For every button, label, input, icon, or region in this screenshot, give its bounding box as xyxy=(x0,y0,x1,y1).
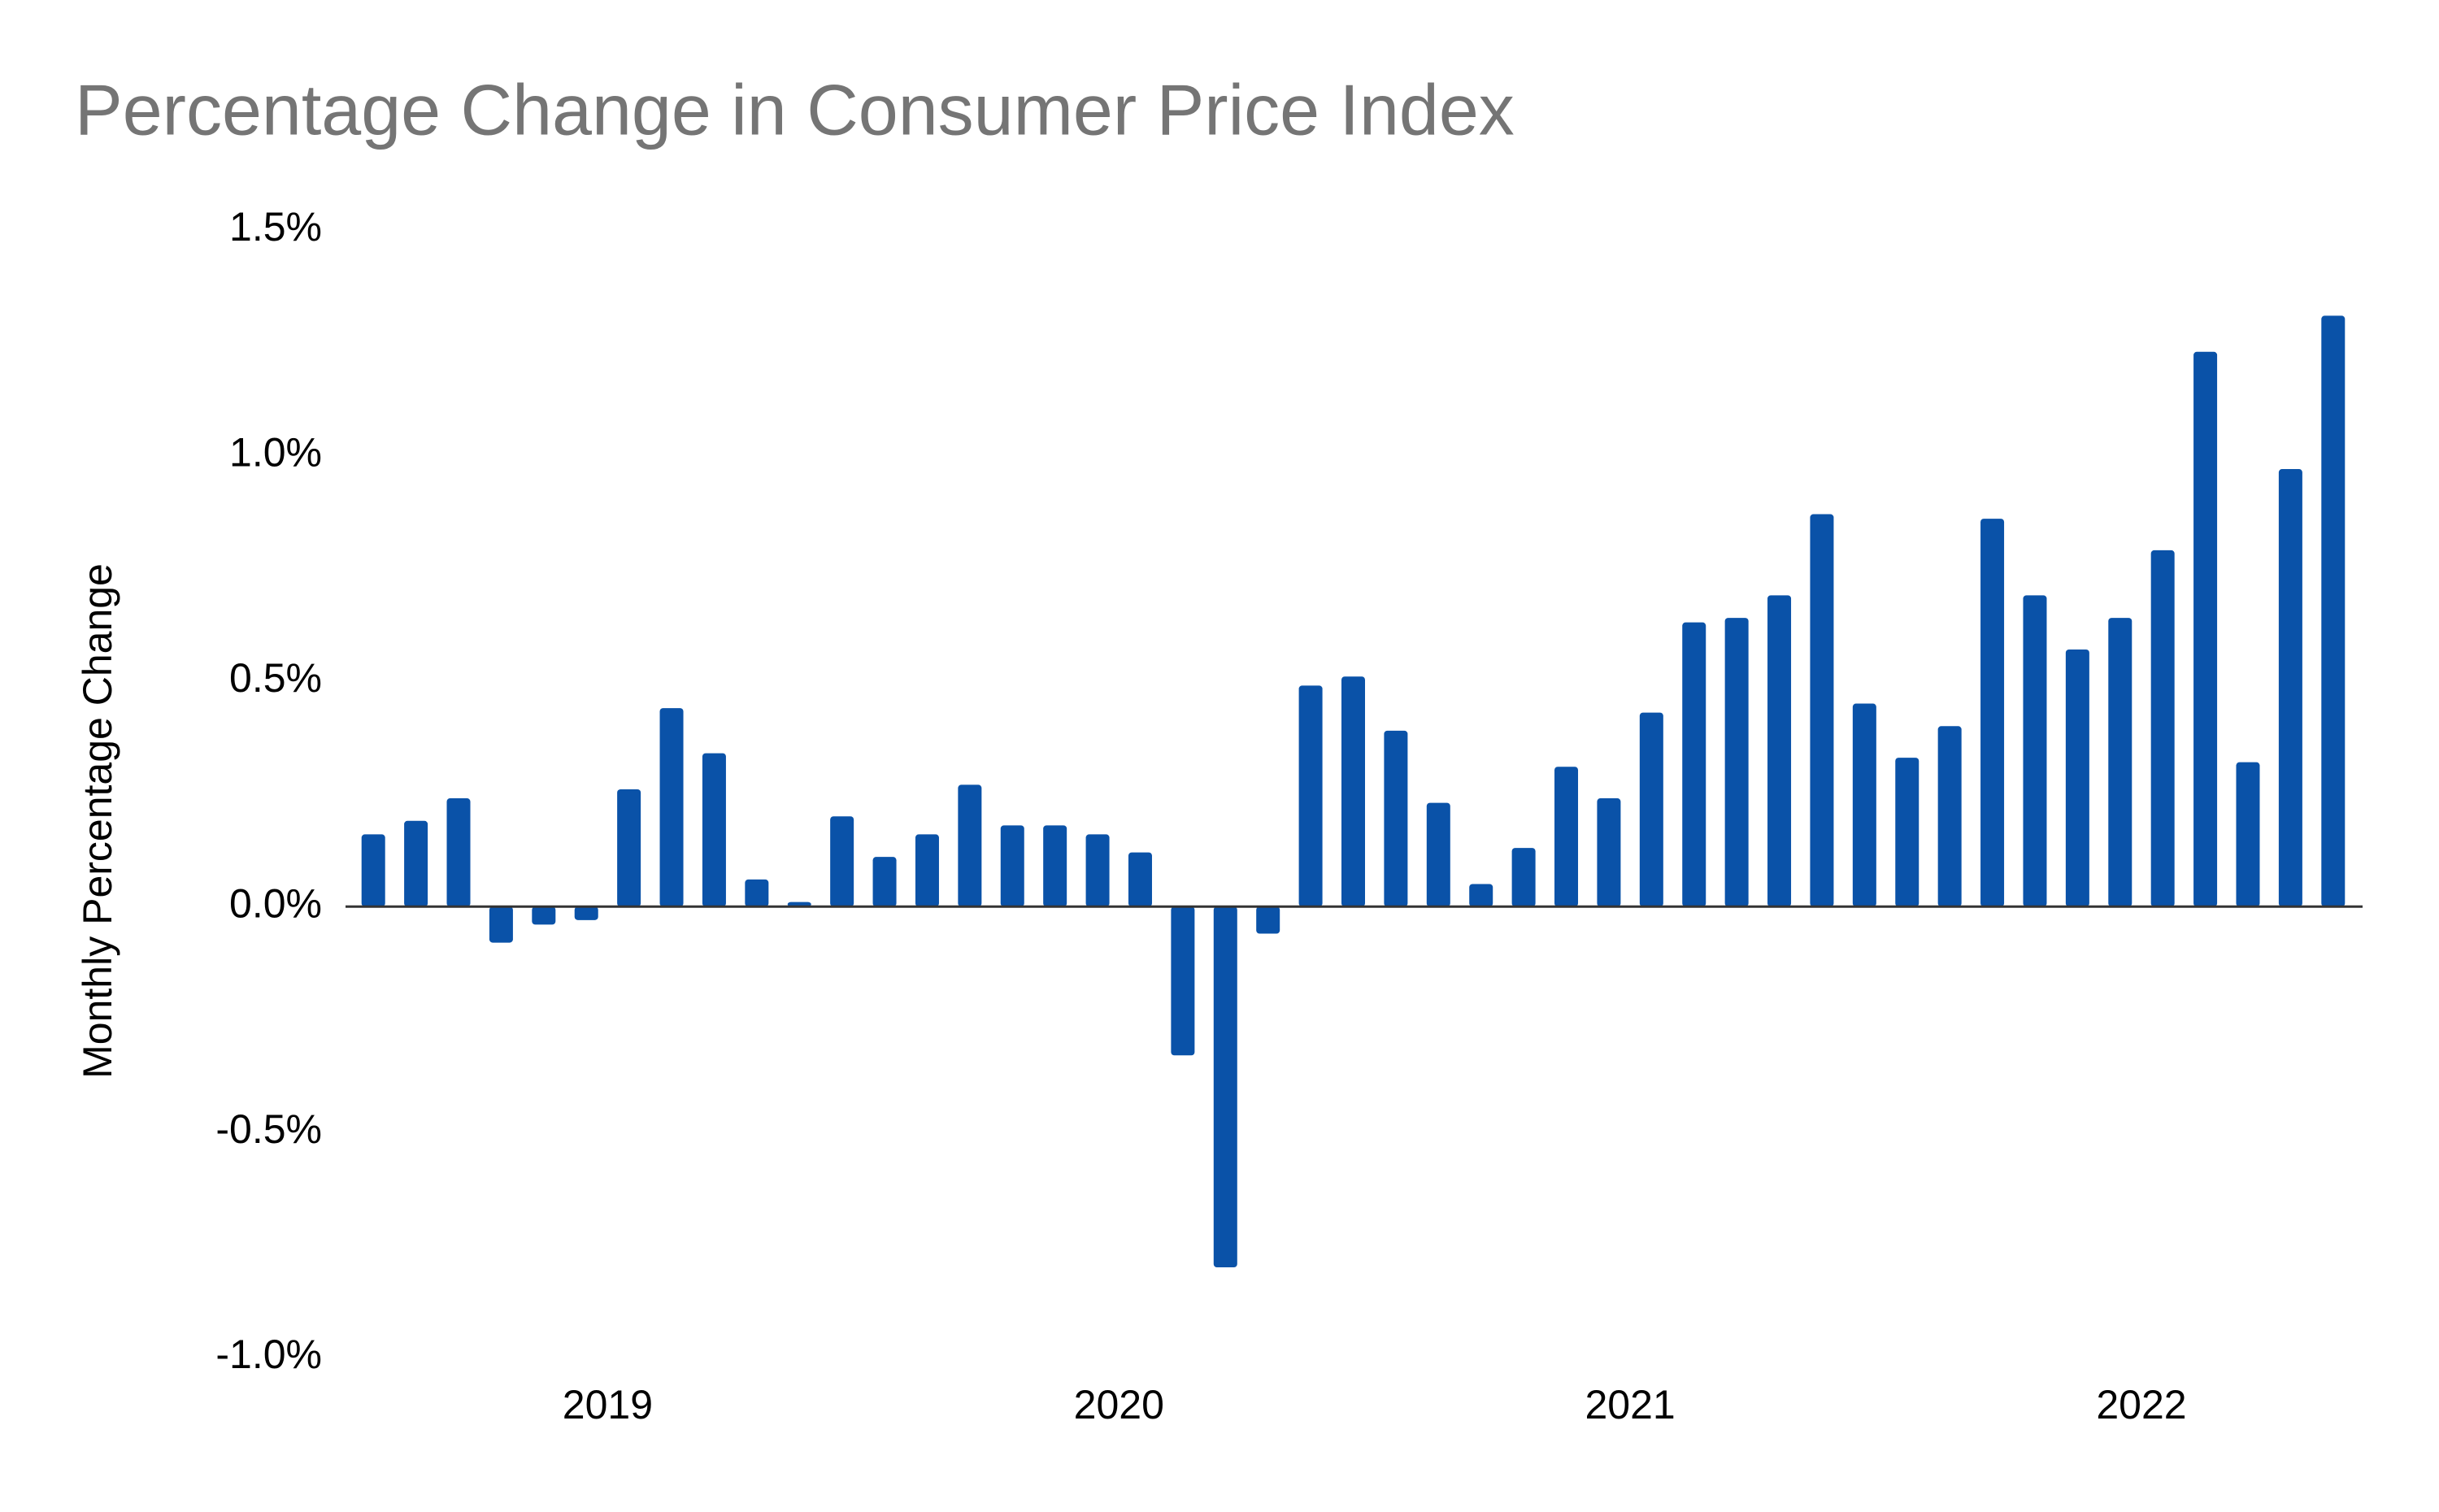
y-tick-label: 0.5% xyxy=(229,655,322,701)
bar xyxy=(2065,649,2089,907)
bar xyxy=(1256,906,1280,934)
y-tick-label: 0.0% xyxy=(229,880,322,926)
bar xyxy=(659,708,684,907)
bar xyxy=(1724,618,1749,907)
bar xyxy=(404,820,428,907)
bar xyxy=(1171,906,1195,1056)
bar xyxy=(1085,834,1110,907)
bar xyxy=(1810,514,1834,907)
bar xyxy=(1426,802,1450,907)
bar xyxy=(2321,315,2346,907)
bar xyxy=(617,789,641,907)
bar xyxy=(1384,730,1408,907)
bar xyxy=(1213,906,1237,1268)
bar xyxy=(1511,848,1536,907)
bar xyxy=(1895,758,1919,907)
bar xyxy=(1043,825,1067,907)
bar xyxy=(2023,595,2047,907)
y-tick-label: -1.0% xyxy=(215,1332,322,1377)
bar xyxy=(361,834,385,907)
bar xyxy=(2278,469,2302,907)
bar xyxy=(1852,703,1876,907)
bar xyxy=(1469,884,1493,907)
bar xyxy=(1937,726,1962,907)
bar xyxy=(574,906,598,920)
bar xyxy=(2150,550,2175,907)
x-tick-label: 2022 xyxy=(2096,1382,2186,1427)
y-axis-title: Monthly Percentage Change xyxy=(75,563,120,1079)
bar xyxy=(1554,767,1579,907)
bar xyxy=(489,906,513,943)
x-tick-label: 2019 xyxy=(563,1382,653,1427)
bar xyxy=(1639,712,1663,907)
y-tick-label: 1.0% xyxy=(229,430,322,476)
y-tick-label: -0.5% xyxy=(215,1106,322,1152)
bar xyxy=(446,798,471,907)
bar xyxy=(915,834,939,907)
bar xyxy=(958,784,982,907)
bar xyxy=(1128,852,1152,907)
bar xyxy=(1980,519,2005,907)
bar xyxy=(1767,595,1792,907)
bar xyxy=(830,816,854,907)
bar xyxy=(532,906,556,925)
bar xyxy=(872,857,897,907)
bar xyxy=(2108,618,2132,907)
bar xyxy=(1341,676,1365,907)
bar xyxy=(745,879,769,907)
x-tick-label: 2021 xyxy=(1585,1382,1676,1427)
bar xyxy=(1298,685,1323,907)
y-tick-label: 1.5% xyxy=(229,204,322,250)
x-tick-label: 2020 xyxy=(1074,1382,1164,1427)
bar xyxy=(2236,762,2260,907)
bar xyxy=(702,753,726,907)
bar xyxy=(1597,798,1621,907)
bar xyxy=(1000,825,1024,907)
chart-title: Percentage Change in Consumer Price Inde… xyxy=(75,69,1515,150)
bar xyxy=(1682,622,1706,907)
bar xyxy=(2193,351,2218,907)
